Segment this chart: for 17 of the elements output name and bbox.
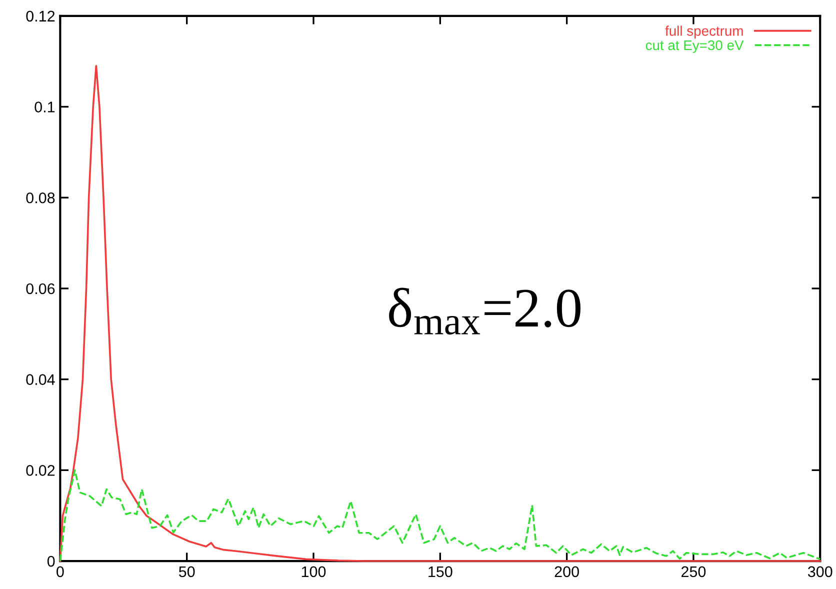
legend-label: full spectrum	[665, 26, 743, 39]
x-tick-label: 300	[808, 566, 832, 578]
y-tick-label: 0.04	[26, 374, 55, 385]
y-tick-label: 0.08	[26, 192, 55, 204]
x-tick-label: 250	[681, 566, 706, 578]
x-tick-label: 200	[554, 566, 579, 578]
y-tick-label: 0.06	[26, 283, 55, 294]
x-tick-label: 100	[302, 566, 326, 578]
x-tick-label: 50	[178, 566, 195, 578]
x-tick-label: 0	[56, 566, 64, 578]
y-tick-label: 0.12	[26, 10, 55, 22]
legend-label: cut at Ey=30 eV	[646, 40, 744, 53]
y-tick-label: 0	[47, 556, 55, 567]
x-tick-label: 150	[428, 566, 452, 578]
y-tick-label: 0.02	[26, 465, 55, 476]
y-tick-label: 0.1	[34, 102, 55, 112]
annotation: δ$_{max}$=2.0	[389, 288, 580, 335]
